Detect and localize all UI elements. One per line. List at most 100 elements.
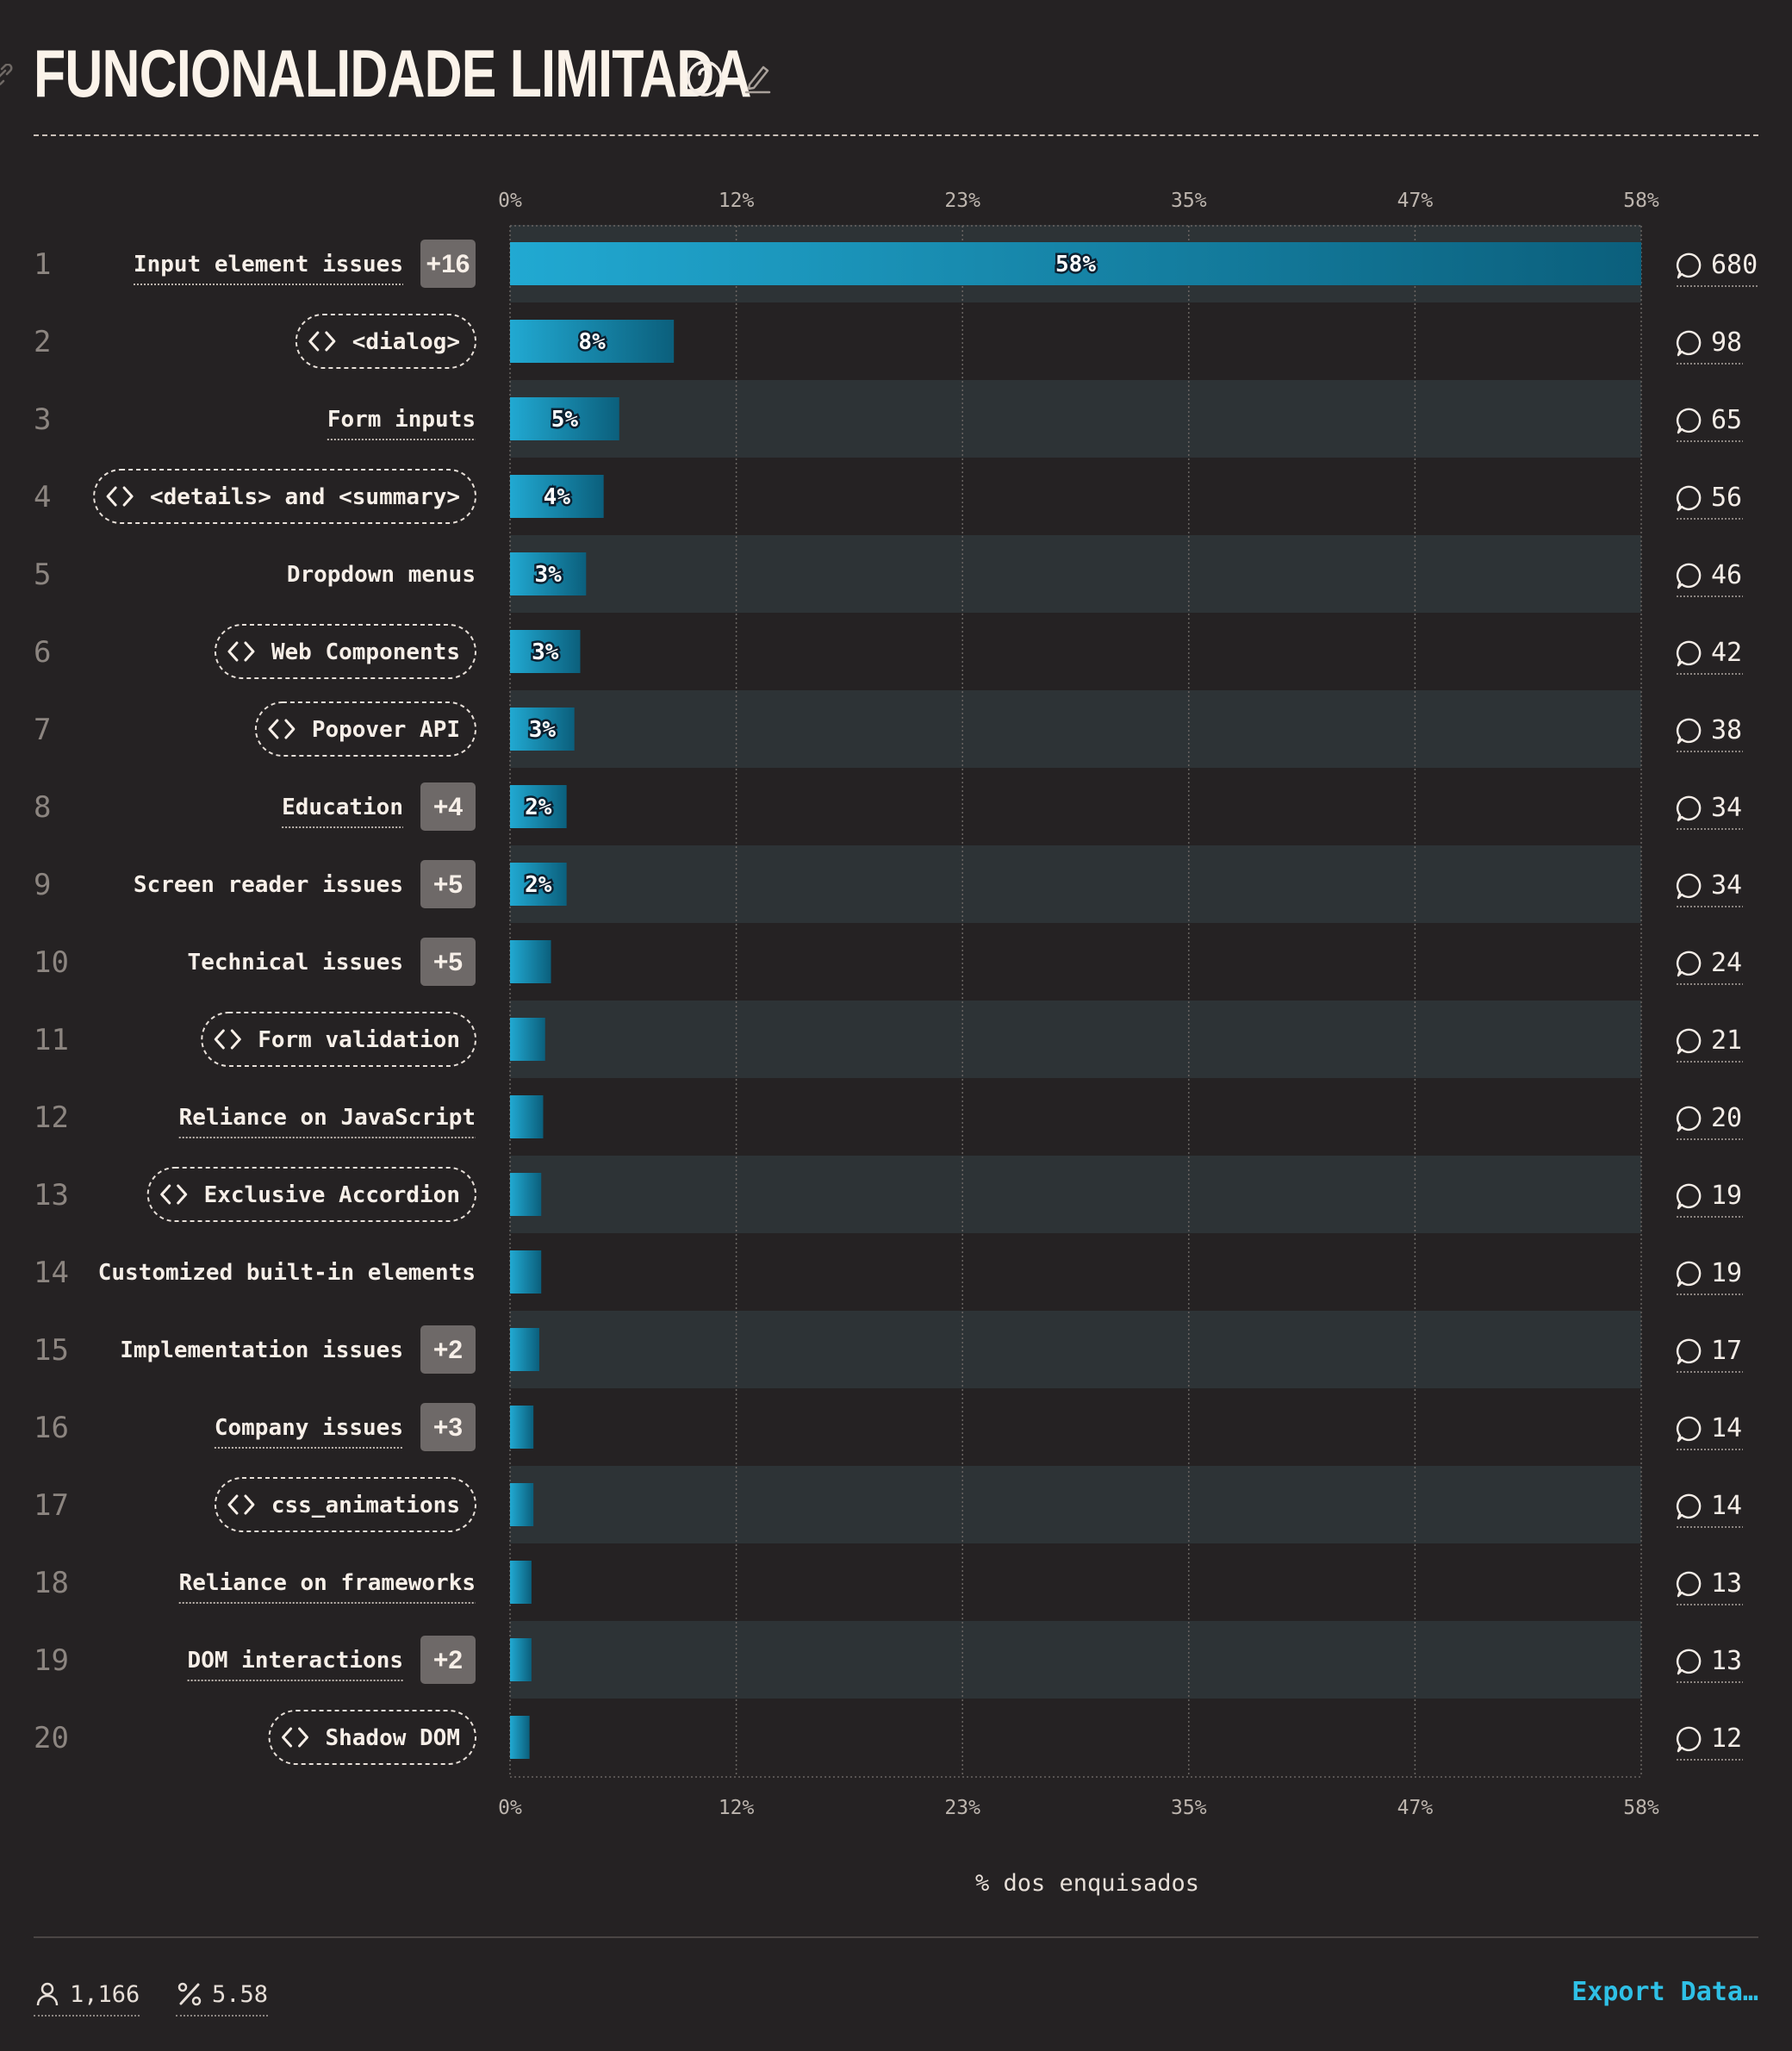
comment-count[interactable]: 21 [1711, 1026, 1742, 1056]
feature-pill[interactable] [295, 314, 476, 369]
bar[interactable] [510, 475, 604, 518]
chart-row[interactable]: 20 Shadow DOM 12 [34, 1710, 1743, 1765]
chart-row[interactable]: 10 +5 Technical issues 24 [34, 938, 1743, 986]
chart-row[interactable]: 8 +4 Education 2% 34 [34, 782, 1743, 831]
bar[interactable] [510, 1483, 534, 1526]
respondents-stat[interactable]: 1,166 [34, 1977, 140, 2017]
item-label[interactable]: Company issues [215, 1415, 403, 1441]
item-label[interactable]: Reliance on frameworks [179, 1570, 476, 1596]
x-tick-label: 35% [1171, 1797, 1207, 1819]
feature-pill[interactable] [214, 624, 476, 679]
bar[interactable] [510, 1095, 544, 1138]
variants-badge-label: +5 [433, 870, 463, 899]
chart-row[interactable]: 9 +5 Screen reader issues 2% 34 [34, 860, 1743, 908]
x-tick-label: 0% [498, 190, 522, 212]
item-label[interactable]: Input element issues [134, 252, 403, 277]
comment-icon [1676, 408, 1702, 434]
bar[interactable] [510, 863, 567, 906]
bar[interactable] [510, 397, 619, 440]
chart-row[interactable]: 1 +16 Input element issues 58% 680 [34, 240, 1759, 288]
bar[interactable] [510, 320, 675, 363]
variants-badge[interactable] [420, 1325, 476, 1374]
bar[interactable] [510, 1173, 542, 1216]
bar[interactable] [510, 1561, 532, 1604]
feature-pill[interactable] [93, 469, 476, 524]
chart-row[interactable]: 16 +3 Company issues 14 [34, 1403, 1743, 1451]
item-label[interactable]: DOM interactions [188, 1648, 403, 1674]
chart-row[interactable]: 2 <dialog> 8% 98 [34, 314, 1743, 369]
comment-count[interactable]: 34 [1711, 793, 1742, 823]
x-tick-label: 12% [719, 1797, 755, 1819]
comment-count[interactable]: 19 [1711, 1181, 1742, 1211]
comment-count[interactable]: 14 [1711, 1491, 1742, 1521]
variants-badge[interactable] [420, 860, 476, 908]
comment-count[interactable]: 42 [1711, 638, 1742, 668]
row-band [510, 1156, 1641, 1233]
comment-icon [1676, 252, 1702, 279]
feature-pill[interactable] [214, 1477, 476, 1532]
bar[interactable] [510, 242, 1641, 285]
bar[interactable] [510, 940, 551, 983]
comment-count[interactable]: 56 [1711, 483, 1742, 513]
feature-pill[interactable] [201, 1012, 477, 1067]
chart-row[interactable]: 7 Popover API 3% 38 [34, 701, 1743, 757]
row-band [510, 1001, 1641, 1078]
comment-count[interactable]: 680 [1711, 250, 1758, 280]
comment-count[interactable]: 46 [1711, 560, 1742, 590]
feature-pill[interactable] [268, 1710, 476, 1765]
bar[interactable] [510, 1018, 545, 1061]
comment-count[interactable]: 12 [1711, 1724, 1742, 1754]
comment-count[interactable]: 38 [1711, 715, 1742, 745]
row-band [510, 1388, 1641, 1466]
rank-label: 16 [34, 1411, 69, 1445]
variants-badge[interactable] [420, 1403, 476, 1451]
bar[interactable] [510, 630, 581, 673]
chart-row[interactable]: 14 Customized built-in elements 19 [34, 1250, 1743, 1295]
bar[interactable] [510, 1406, 534, 1449]
comment-count[interactable]: 17 [1711, 1336, 1742, 1366]
chart-row[interactable]: 15 +2 Implementation issues 17 [34, 1325, 1743, 1374]
chart-row[interactable]: 13 Exclusive Accordion 19 [34, 1167, 1743, 1222]
edit-pencil-icon[interactable] [743, 60, 774, 95]
bar[interactable] [510, 1638, 532, 1681]
export-data-link[interactable]: Export Data… [1571, 1977, 1758, 2007]
item-label: Implementation issues [120, 1337, 403, 1363]
help-circle-icon[interactable] [685, 59, 725, 98]
item-label[interactable]: Form inputs [327, 407, 476, 433]
bar[interactable] [510, 1716, 530, 1759]
chart-row[interactable]: 17 css_animations 14 [34, 1477, 1743, 1532]
variants-badge[interactable] [420, 1636, 476, 1684]
percentage-stat[interactable]: 5.58 [176, 1977, 269, 2017]
chart-row[interactable]: 19 +2 DOM interactions 13 [34, 1636, 1743, 1684]
comment-count[interactable]: 24 [1711, 948, 1742, 978]
feature-pill[interactable] [254, 701, 476, 757]
bar[interactable] [510, 1328, 539, 1371]
item-label[interactable]: Education [282, 795, 403, 820]
bar[interactable] [510, 1250, 542, 1294]
chart-row[interactable]: 6 Web Components 3% 42 [34, 624, 1743, 679]
comment-count[interactable]: 20 [1711, 1103, 1742, 1133]
chart-row[interactable]: 3 Form inputs 5% 65 [34, 397, 1743, 442]
comment-count[interactable]: 14 [1711, 1413, 1742, 1443]
comment-count[interactable]: 13 [1711, 1646, 1742, 1676]
variants-badge[interactable] [420, 240, 476, 288]
comment-count[interactable]: 13 [1711, 1568, 1742, 1599]
variants-badge[interactable] [420, 938, 476, 986]
chart-row[interactable]: 4 <details> and <summary> 4% 56 [34, 469, 1743, 524]
chart-row[interactable]: 11 Form validation 21 [34, 1012, 1743, 1067]
link-icon[interactable] [0, 64, 16, 86]
comment-count[interactable]: 19 [1711, 1258, 1742, 1288]
comment-count[interactable]: 34 [1711, 870, 1742, 901]
comment-count[interactable]: 65 [1711, 405, 1742, 435]
chart-row[interactable]: 18 Reliance on frameworks 13 [34, 1561, 1743, 1605]
x-axis-title: % dos enquisados [975, 1870, 1199, 1897]
variants-badge[interactable] [420, 782, 476, 831]
rank-label: 2 [34, 325, 51, 359]
bar[interactable] [510, 708, 575, 751]
bar[interactable] [510, 785, 567, 828]
item-label[interactable]: Reliance on JavaScript [179, 1105, 476, 1131]
chart-row[interactable]: 5 Dropdown menus 3% 46 [34, 552, 1743, 597]
comment-count[interactable]: 98 [1711, 327, 1742, 358]
bar[interactable] [510, 552, 587, 595]
chart-row[interactable]: 12 Reliance on JavaScript 20 [34, 1095, 1743, 1140]
